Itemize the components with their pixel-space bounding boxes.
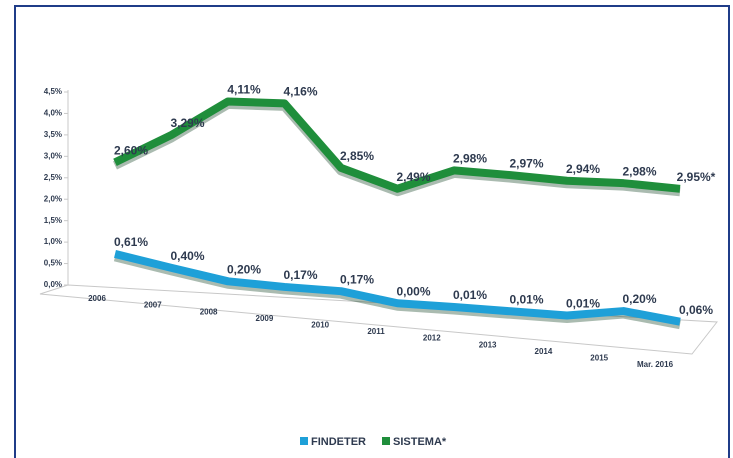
x-tick-label: Mar. 2016 <box>637 360 674 369</box>
legend-swatch <box>300 437 308 445</box>
y-tick-label: 3,5% <box>44 130 62 139</box>
y-tick-label: 2,0% <box>44 194 62 203</box>
line <box>113 97 681 193</box>
data-label: 2,95%* <box>677 170 716 184</box>
x-tick-label: 2007 <box>144 301 162 310</box>
x-tick-label: 2009 <box>256 314 274 323</box>
data-label: 2,60% <box>114 144 148 158</box>
y-tick-label: 4,0% <box>44 109 62 118</box>
data-label: 0,01% <box>509 292 543 306</box>
data-label: 0,20% <box>622 292 656 306</box>
legend-swatch <box>382 437 390 445</box>
data-label: 0,00% <box>396 284 430 298</box>
data-label: 0,40% <box>170 249 204 263</box>
x-tick-label: 2008 <box>200 307 218 316</box>
data-label: 0,20% <box>227 262 261 276</box>
data-label: 0,17% <box>283 268 317 282</box>
x-tick-label: 2006 <box>88 294 106 303</box>
data-label: 0,61% <box>114 235 148 249</box>
data-label: 2,98% <box>453 152 487 166</box>
x-tick-label: 2010 <box>311 321 329 330</box>
x-tick-label: 2012 <box>423 334 441 343</box>
y-tick-label: 0,5% <box>44 259 62 268</box>
data-label: 3,29% <box>170 116 204 130</box>
data-label: 4,16% <box>283 85 317 99</box>
x-tick-label: 2011 <box>367 327 385 336</box>
x-tick-label: 2014 <box>535 347 553 356</box>
data-label: 2,98% <box>622 164 656 178</box>
y-tick-label: 2,5% <box>44 173 62 182</box>
frame <box>14 5 730 458</box>
y-tick-label: 4,5% <box>44 87 62 96</box>
y-tick-label: 1,5% <box>44 216 62 225</box>
y-tick-label: 0,0% <box>44 280 62 289</box>
data-label: 0,01% <box>453 288 487 302</box>
data-label: 2,85% <box>340 149 374 163</box>
y-tick-label: 1,0% <box>44 237 62 246</box>
data-label: 0,01% <box>566 297 600 311</box>
legend-label: FINDETER <box>311 436 366 448</box>
legend-label: SISTEMA* <box>393 436 447 448</box>
x-tick-label: 2015 <box>590 354 608 363</box>
data-label: 0,06% <box>679 303 713 317</box>
data-label: 2,94% <box>566 162 600 176</box>
data-label: 4,11% <box>227 83 261 97</box>
line <box>114 250 681 326</box>
x-tick-label: 2013 <box>479 340 497 349</box>
data-label: 2,97% <box>509 156 543 170</box>
data-label: 2,49% <box>396 170 430 184</box>
data-label: 0,17% <box>340 272 374 286</box>
y-tick-label: 3,0% <box>44 151 62 160</box>
